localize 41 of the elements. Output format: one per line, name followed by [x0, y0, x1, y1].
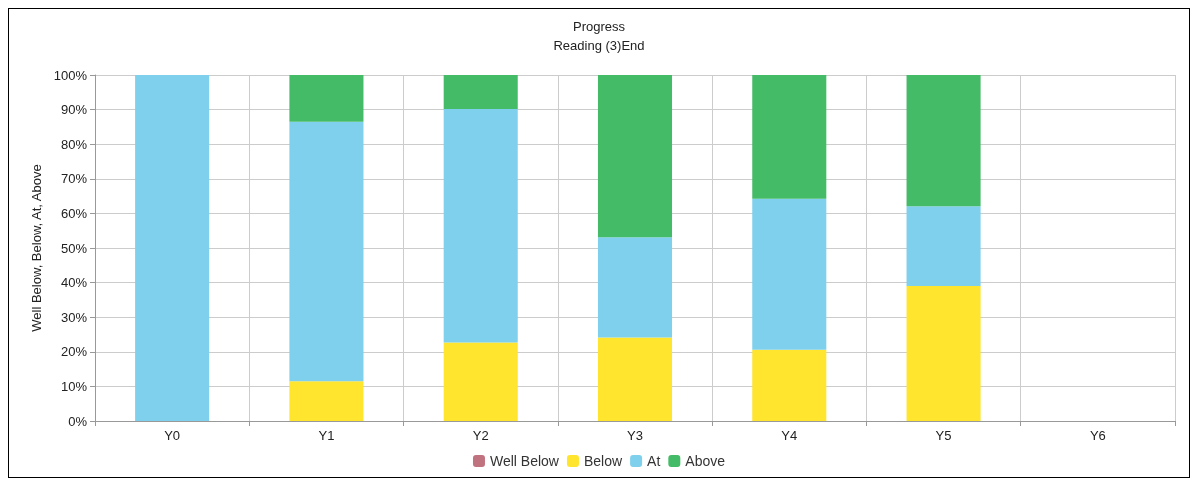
y-tick-label: 70% [60, 171, 88, 187]
bar [597, 237, 673, 338]
legend-label: Well Below [489, 453, 560, 469]
bar [906, 206, 981, 287]
bar [443, 75, 518, 109]
chart-title: Progress [572, 19, 626, 34]
bar [289, 121, 364, 382]
bar [443, 108, 518, 343]
y-tick-label: 100% [53, 67, 88, 83]
bar [443, 342, 518, 421]
y-tick-label: 0% [68, 413, 88, 429]
bar [289, 381, 364, 421]
x-tick-label: Y5 [935, 428, 952, 443]
bar [597, 75, 673, 238]
x-tick-label: Y2 [472, 428, 489, 443]
y-tick-label: 80% [60, 136, 88, 152]
bar [752, 198, 827, 350]
x-tick-label: Y1 [318, 428, 335, 443]
legend-label: Below [583, 453, 623, 469]
x-tick-label: Y6 [1089, 428, 1106, 443]
y-tick-label: 40% [60, 275, 88, 291]
bar [906, 286, 981, 421]
bar [752, 349, 827, 421]
bar [289, 75, 364, 122]
y-axis-title: Well Below, Below, At, Above [28, 164, 44, 332]
bar [597, 337, 673, 421]
y-tick-label: 90% [60, 102, 88, 118]
bar [752, 75, 827, 199]
legend-label: At [647, 453, 661, 469]
y-tick-label: 20% [60, 344, 88, 360]
legend-label: Above [685, 453, 726, 469]
y-tick-label: 60% [60, 205, 88, 221]
y-tick-label: 50% [60, 240, 88, 256]
bar [135, 75, 210, 421]
y-tick-label: 10% [60, 378, 88, 394]
x-tick-label: Y3 [627, 428, 643, 443]
y-tick-label: 30% [60, 309, 88, 325]
x-tick-label: Y4 [781, 428, 798, 443]
bar [906, 75, 981, 207]
chart-subtitle: Reading (3)End [553, 38, 645, 53]
x-tick-label: Y0 [164, 428, 181, 443]
